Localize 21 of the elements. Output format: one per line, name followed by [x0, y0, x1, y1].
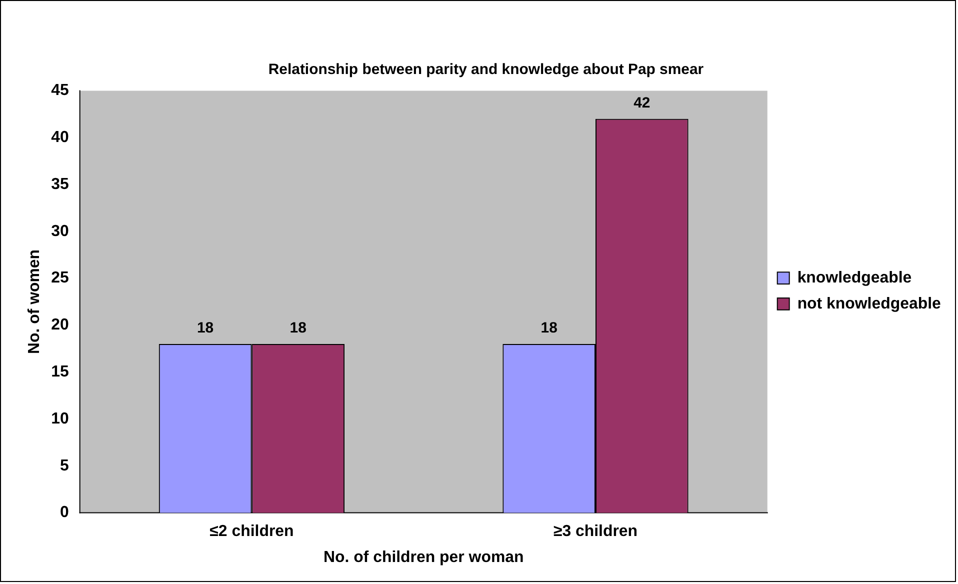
y-tick-label: 0 — [60, 504, 69, 522]
y-tick-label: 40 — [51, 128, 69, 146]
data-label: 18 — [540, 320, 558, 337]
y-tick-label: 10 — [51, 410, 69, 428]
y-axis-title: No. of women — [26, 250, 43, 354]
y-tick-label: 25 — [51, 270, 69, 287]
y-tick-label: 5 — [60, 457, 69, 474]
data-label: 18 — [196, 320, 214, 337]
x-axis-title: No. of children per woman — [323, 548, 524, 566]
y-tick-label: 45 — [51, 82, 69, 100]
y-tick-label: 20 — [51, 316, 69, 334]
y-tick-label: 30 — [51, 222, 69, 240]
data-label: 18 — [290, 320, 306, 337]
data-label: 42 — [634, 94, 650, 112]
y-tick-label: 35 — [51, 176, 69, 193]
x-tick-label: ≥3 children — [553, 522, 638, 540]
legend-label: knowledgeable — [797, 269, 912, 286]
legend-label: not knowledgeable — [797, 295, 941, 312]
chart-title: Relationship between parity and knowledge about Pap smear — [268, 60, 704, 78]
x-tick-label: ≤2 children — [210, 522, 294, 540]
y-tick-label: 15 — [51, 364, 69, 381]
